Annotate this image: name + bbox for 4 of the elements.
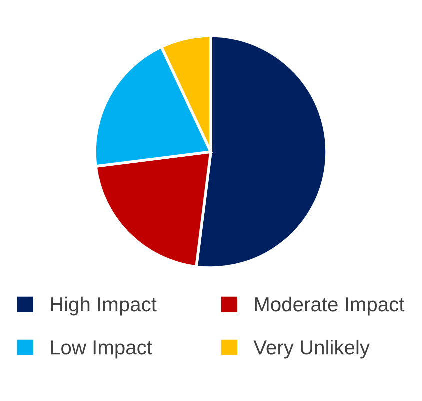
legend-label: Very Unlikely <box>254 340 370 359</box>
legend-label: High Impact <box>51 296 157 316</box>
legend-label: Low Impact <box>51 340 152 359</box>
legend-label: Moderate Impact <box>255 296 405 316</box>
